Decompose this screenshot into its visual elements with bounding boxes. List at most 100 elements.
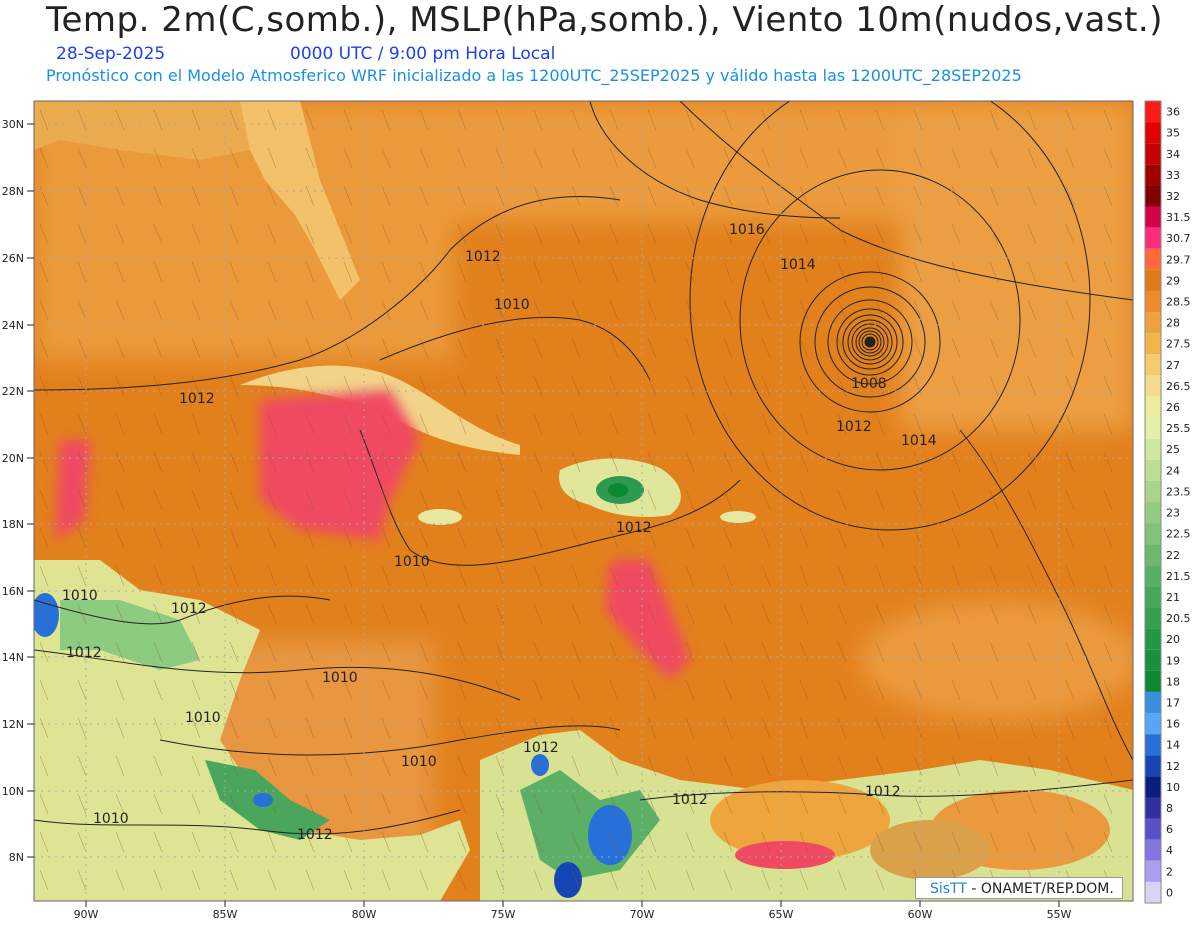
isobar-labels: 1016 1012 1014 1010 1012 1008 1012 1014 … — [62, 222, 937, 843]
lat-label: 8N — [9, 851, 24, 864]
legend-swatch — [1145, 734, 1161, 756]
legend-label: 31.5 — [1166, 211, 1191, 224]
lat-label: 14N — [2, 651, 24, 664]
isobar-label: 1012 — [672, 792, 708, 808]
legend-swatch — [1145, 776, 1161, 798]
legend-label: 22 — [1166, 549, 1180, 562]
legend-label: 29 — [1166, 274, 1180, 287]
lat-ticks — [27, 123, 1060, 907]
legend-swatch — [1145, 607, 1161, 629]
legend-swatch — [1145, 375, 1161, 397]
isobar-label: 1010 — [93, 811, 129, 827]
forecast-date: 28-Sep-2025 — [56, 44, 166, 64]
legend-label: 4 — [1166, 844, 1173, 857]
legend-label: 10 — [1166, 781, 1180, 794]
legend-swatch — [1145, 438, 1161, 460]
legend-label: 26 — [1166, 401, 1180, 414]
lon-label: 90W — [74, 908, 99, 921]
legend-label: 18 — [1166, 675, 1180, 688]
legend-swatch — [1145, 713, 1161, 735]
legend-label: 32 — [1166, 190, 1180, 203]
legend-frame — [1144, 100, 1162, 904]
isobar-label: 1014 — [780, 257, 816, 273]
lat-label: 24N — [2, 319, 24, 332]
legend-swatch — [1145, 354, 1161, 376]
legend-swatch — [1145, 101, 1161, 123]
legend-label: 27 — [1166, 359, 1180, 372]
isobar-label: 1012 — [865, 784, 901, 800]
lat-label: 12N — [2, 718, 24, 731]
legend-swatch — [1145, 333, 1161, 355]
isobar-label: 1012 — [465, 249, 501, 265]
legend-swatch — [1145, 523, 1161, 545]
isobar-label: 1012 — [179, 391, 215, 407]
legend-swatch — [1145, 248, 1161, 270]
legend-label: 0 — [1166, 886, 1173, 899]
isobar-label: 1010 — [322, 670, 358, 686]
isobar-label: 1012 — [836, 419, 872, 435]
legend-swatch — [1145, 206, 1161, 228]
legend-label: 25 — [1166, 443, 1180, 456]
legend-swatch — [1145, 670, 1161, 692]
legend-swatch — [1145, 628, 1161, 650]
lon-label: 75W — [491, 908, 516, 921]
legend-swatch — [1145, 417, 1161, 439]
legend-swatch — [1145, 797, 1161, 819]
lon-label: 70W — [630, 908, 655, 921]
legend-label: 21 — [1166, 591, 1180, 604]
legend-label: 14 — [1166, 739, 1180, 752]
legend-label: 24 — [1166, 464, 1180, 477]
legend-label: 36 — [1166, 106, 1180, 119]
legend-swatch — [1145, 227, 1161, 249]
isobar-label: 1008 — [851, 376, 887, 392]
lat-label: 18N — [2, 518, 24, 531]
lat-label: 22N — [2, 385, 24, 398]
lat-label: 16N — [2, 585, 24, 598]
legend-label: 8 — [1166, 802, 1173, 815]
legend-label: 21.5 — [1166, 570, 1191, 583]
forecast-note: Pronóstico con el Modelo Atmosferico WRF… — [46, 66, 1022, 85]
lat-label: 10N — [2, 785, 24, 798]
isobar-label: 1010 — [185, 710, 221, 726]
legend-label: 20.5 — [1166, 612, 1191, 625]
legend-label: 22.5 — [1166, 528, 1191, 541]
legend-label: 16 — [1166, 718, 1180, 731]
forecast-time: 0000 UTC / 9:00 pm Hora Local — [290, 44, 556, 64]
map-title: Temp. 2m(C,somb.), MSLP(hPa,somb.), Vien… — [46, 0, 1163, 40]
legend-label: 6 — [1166, 823, 1173, 836]
legend-label: 20 — [1166, 633, 1180, 646]
legend-swatch — [1145, 459, 1161, 481]
isobar-label: 1012 — [297, 827, 333, 843]
lon-label: 55W — [1047, 908, 1072, 921]
legend-label: 34 — [1166, 148, 1180, 161]
florida-land — [240, 101, 360, 300]
isobar-label: 1012 — [616, 520, 652, 536]
legend-swatch — [1145, 122, 1161, 144]
longitude-labels: 90W 85W 80W 75W 70W 65W 60W 55W — [74, 908, 1072, 921]
latitude-labels: 30N 28N 26N 24N 22N 20N 18N 16N 14N 12N … — [2, 118, 24, 864]
legend-label: 28.5 — [1166, 296, 1191, 309]
lon-label: 85W — [213, 908, 238, 921]
map-frame — [33, 100, 1134, 902]
legend-swatch — [1145, 143, 1161, 165]
legend-label: 12 — [1166, 760, 1180, 773]
color-legend: 363534333231.530.729.72928.52827.52726.5… — [1144, 100, 1191, 904]
hurricane-isobars — [689, 101, 1091, 531]
legend-label: 2 — [1166, 865, 1173, 878]
legend-label: 35 — [1166, 127, 1180, 140]
isobar-label: 1012 — [171, 601, 207, 617]
legend-label: 30.7 — [1166, 232, 1191, 245]
lon-label: 60W — [908, 908, 933, 921]
legend-swatch — [1145, 502, 1161, 524]
map-area: 1016 1012 1014 1010 1012 1008 1012 1014 … — [34, 101, 1133, 901]
isobars — [34, 101, 1133, 835]
isobar-label: 1010 — [494, 297, 530, 313]
legend-swatch — [1145, 480, 1161, 502]
credit-org: - ONAMET/REP.DOM. — [966, 881, 1114, 897]
legend-label: 26.5 — [1166, 380, 1191, 393]
legend-swatch — [1145, 269, 1161, 291]
isobar-label: 1012 — [66, 645, 102, 661]
legend-swatch — [1145, 881, 1161, 903]
legend-swatch — [1145, 755, 1161, 777]
